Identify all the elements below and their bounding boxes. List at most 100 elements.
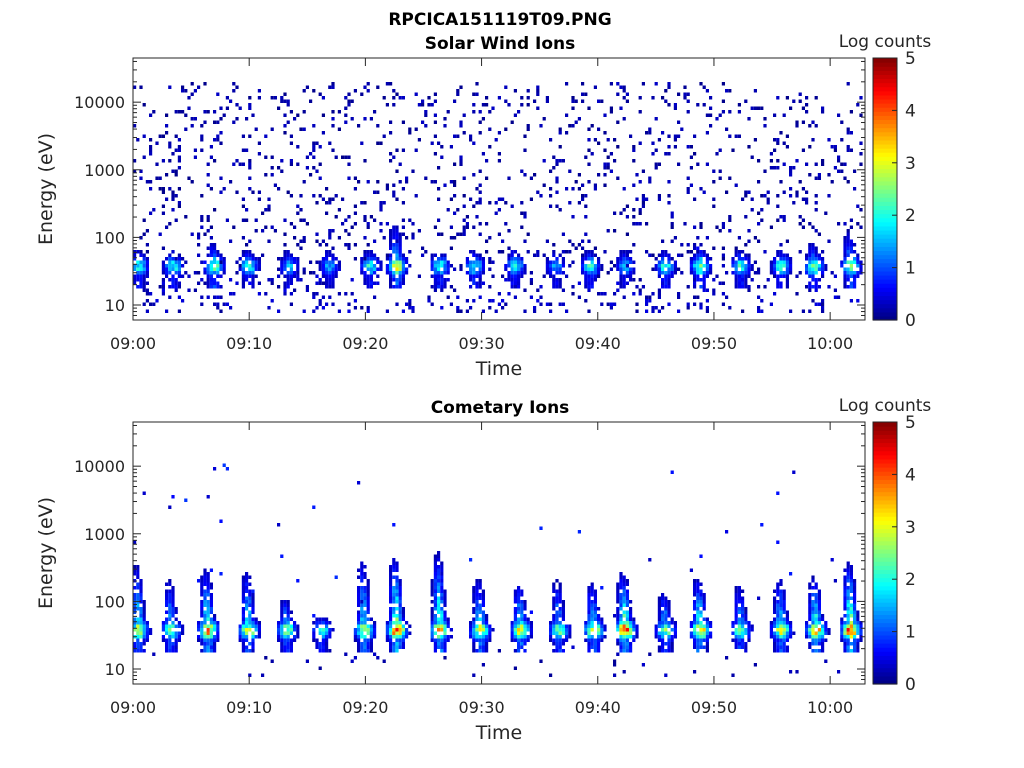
heatmap-cell [779,250,783,254]
heatmap-cell [184,271,188,275]
heatmap-cell [174,110,178,114]
heatmap-cell [286,645,290,649]
heatmap-cell [171,257,175,261]
heatmap-cell [389,257,393,261]
heatmap-cell [289,271,293,275]
heatmap-cell [155,176,159,180]
heatmap-cell [270,155,274,159]
heatmap-cell [139,610,143,614]
heatmap-cell [241,586,245,590]
heatmap-cell [625,649,629,653]
heatmap-cell [389,624,393,628]
heatmap-cell [433,561,437,565]
heatmap-cell [171,610,175,614]
heatmap-cell [552,600,556,604]
heatmap-cell [177,264,181,268]
heatmap-cell [453,183,457,187]
heatmap-cell [232,89,236,93]
heatmap-cell [411,232,415,236]
heatmap-cell [440,281,444,285]
heatmap-cell [481,589,485,593]
heatmap-cell [782,190,786,194]
heatmap-cell [395,92,399,96]
heatmap-cell [373,281,377,285]
heatmap-cell [811,271,815,275]
heatmap-cell [165,267,169,271]
heatmap-cell [312,124,316,128]
heatmap-cell [571,243,575,247]
colorbar-swatch [873,671,897,677]
heatmap-cell [641,663,645,667]
heatmap-cell [552,264,556,268]
heatmap-cell [443,610,447,614]
heatmap-cell [561,642,565,646]
heatmap-cell [446,638,450,642]
heatmap-cell [270,281,274,285]
heatmap-cell [481,610,485,614]
heatmap-cell [734,285,738,289]
heatmap-cell [846,285,850,289]
heatmap-cell [769,621,773,625]
heatmap-cell [241,635,245,639]
heatmap-cell [696,257,700,261]
heatmap-cell [619,631,623,635]
heatmap-cell [622,624,626,628]
heatmap-cell [395,250,399,254]
heatmap-cell [206,638,210,642]
heatmap-cell [254,628,258,632]
heatmap-cell [792,631,796,635]
heatmap-cell [315,281,319,285]
heatmap-cell [440,582,444,586]
heatmap-cell [773,148,777,152]
heatmap-cell [555,159,559,163]
heatmap-cell [843,162,847,166]
heatmap-cell [373,295,377,299]
heatmap-cell [705,642,709,646]
heatmap-cell [222,463,226,467]
heatmap-cell [373,271,377,275]
heatmap-cell [776,264,780,268]
heatmap-cell [453,267,457,271]
heatmap-cell [696,103,700,107]
heatmap-cell [619,85,623,89]
colorbar-swatch [873,483,897,489]
heatmap-cell [814,600,818,604]
heatmap-cell [529,610,533,614]
heatmap-cell [344,120,348,124]
heatmap-cell [443,617,447,621]
heatmap-cell [485,638,489,642]
heatmap-cell [513,278,517,282]
heatmap-cell [398,250,402,254]
heatmap-cell [197,624,201,628]
heatmap-cell [840,624,844,628]
heatmap-cell [789,166,793,170]
heatmap-cell [699,187,703,191]
heatmap-cell [581,253,585,257]
heatmap-cell [616,281,620,285]
heatmap-cell [673,138,677,142]
heatmap-cell [315,621,319,625]
heatmap-cell [593,596,597,600]
heatmap-cell [625,600,629,604]
heatmap-cell [440,617,444,621]
heatmap-cell [363,589,367,593]
heatmap-cell [437,572,441,576]
heatmap-cell [286,624,290,628]
heatmap-cell [401,225,405,229]
heatmap-cell [552,274,556,278]
heatmap-cell [472,649,476,653]
heatmap-cell [225,218,229,222]
colorbar-swatch [873,66,897,71]
heatmap-cell [389,593,393,597]
heatmap-cell [277,257,281,261]
heatmap-cell [430,593,434,597]
heatmap-cell [456,232,460,236]
heatmap-cell [277,624,281,628]
heatmap-cell [622,208,626,212]
heatmap-cell [389,635,393,639]
heatmap-cell [497,649,501,653]
heatmap-cell [369,281,373,285]
heatmap-cell [689,635,693,639]
heatmap-cell [821,110,825,114]
heatmap-cell [734,586,738,590]
